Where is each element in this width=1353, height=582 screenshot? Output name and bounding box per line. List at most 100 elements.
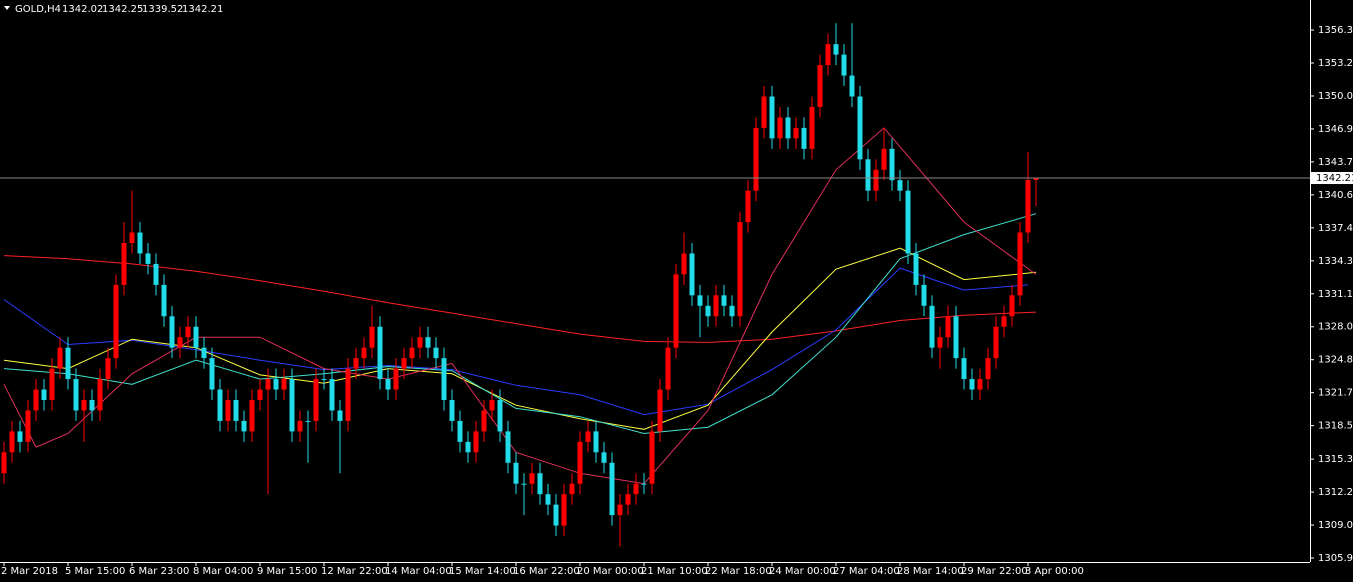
candle-body xyxy=(785,117,791,139)
candle-body xyxy=(737,222,743,317)
y-tick-label: 1305.90 xyxy=(1318,553,1353,564)
candle-body xyxy=(425,337,431,348)
candle-body xyxy=(281,379,287,390)
ohlc-low: 1339.52 xyxy=(142,4,183,15)
candle-body xyxy=(113,284,119,359)
candle-body xyxy=(57,347,63,369)
candle-body xyxy=(849,75,855,97)
candle-body xyxy=(753,127,759,191)
candle-body xyxy=(865,159,871,191)
candle-body xyxy=(1025,180,1031,233)
candle-body xyxy=(505,431,511,463)
candle-body xyxy=(985,358,991,380)
candle-body xyxy=(801,127,807,149)
candle-body xyxy=(857,96,863,160)
candle-body xyxy=(601,452,607,463)
candle-body xyxy=(65,347,71,380)
candle-body xyxy=(401,358,407,369)
y-tick-label: 1328.00 xyxy=(1318,322,1353,333)
x-tick-label: 14 Mar 04:00 xyxy=(385,566,452,577)
candle-body xyxy=(529,473,535,484)
candle-body xyxy=(145,253,151,264)
y-tick-label: 1315.35 xyxy=(1318,454,1353,465)
y-tick-label: 1337.45 xyxy=(1318,223,1353,234)
candle-body xyxy=(817,65,823,107)
x-tick-label: 2 Mar 2018 xyxy=(1,566,58,577)
y-tick-label: 1324.85 xyxy=(1318,355,1353,366)
y-tick-label: 1343.75 xyxy=(1318,157,1353,168)
candle-body xyxy=(449,399,455,421)
candle-body xyxy=(441,358,447,400)
x-tick-label: 6 Mar 23:00 xyxy=(129,566,189,577)
candle-body xyxy=(689,253,695,296)
candle-body xyxy=(665,347,671,390)
candle-body xyxy=(513,462,519,484)
candle-body xyxy=(185,326,191,338)
candle-body xyxy=(321,379,327,381)
candle-body xyxy=(1,452,7,474)
candle-body xyxy=(481,410,487,432)
candle-body xyxy=(721,295,727,306)
candle-body xyxy=(969,379,975,390)
y-tick-label: 1309.05 xyxy=(1318,520,1353,531)
candle-body xyxy=(673,274,679,348)
y-tick-label: 1331.15 xyxy=(1318,289,1353,300)
candle-body xyxy=(97,379,103,411)
candle-body xyxy=(473,431,479,453)
x-tick-label: 8 Mar 04:00 xyxy=(193,566,253,577)
candle-body xyxy=(641,483,647,485)
candle-body xyxy=(49,368,55,400)
y-tick-label: 1340.60 xyxy=(1318,190,1353,201)
candle-body xyxy=(657,389,663,432)
candle-body xyxy=(73,379,79,411)
ohlc-close: 1342.21 xyxy=(182,4,223,15)
candle-body xyxy=(193,326,199,348)
current-price-label: 1342.21 xyxy=(1316,173,1353,184)
candle-body xyxy=(217,389,223,421)
ohlc-open: 1342.02 xyxy=(62,4,103,15)
candle-body xyxy=(841,54,847,76)
candle-body xyxy=(905,190,911,254)
x-tick-label: 15 Mar 14:00 xyxy=(449,566,516,577)
candle-body xyxy=(681,253,687,275)
candle-body xyxy=(521,483,527,485)
candle-body xyxy=(897,180,903,191)
candle-body xyxy=(169,316,175,348)
candle-body xyxy=(209,358,215,390)
candle-body xyxy=(9,431,15,453)
candle-body xyxy=(761,96,767,128)
candle-body xyxy=(929,305,935,348)
current-price-box xyxy=(1311,172,1353,185)
candle-body xyxy=(121,243,127,285)
candle-body xyxy=(1001,316,1007,327)
candle-body xyxy=(433,347,439,359)
candle-body xyxy=(609,462,615,516)
candle-body xyxy=(241,420,247,432)
candle-body xyxy=(793,127,799,139)
candle-body xyxy=(545,494,551,505)
candle-body xyxy=(713,295,719,317)
candle-body xyxy=(161,284,167,317)
candle-body xyxy=(889,148,895,181)
candle-body xyxy=(497,399,503,432)
menu-triangle[interactable] xyxy=(4,6,10,10)
x-tick-label: 22 Mar 18:00 xyxy=(705,566,772,577)
candle-body xyxy=(409,347,415,359)
candle-body xyxy=(913,253,919,285)
candle-body xyxy=(233,399,239,421)
x-tick-label: 27 Mar 04:00 xyxy=(833,566,900,577)
x-tick-label: 3 Apr 00:00 xyxy=(1025,566,1084,577)
candle-body xyxy=(1017,232,1023,296)
moving-average xyxy=(3,255,1037,343)
ohlc-high: 1342.25 xyxy=(102,4,143,15)
candle-body xyxy=(337,410,343,421)
candle-body xyxy=(225,399,231,421)
candle-body xyxy=(417,337,423,348)
y-tick-label: 1334.30 xyxy=(1318,256,1353,267)
candle-body xyxy=(369,326,375,348)
x-tick-label: 29 Mar 22:00 xyxy=(961,566,1028,577)
candle-body xyxy=(313,379,319,421)
candle-body xyxy=(305,420,311,422)
candle-body xyxy=(393,368,399,390)
x-tick-label: 16 Mar 22:00 xyxy=(513,566,580,577)
